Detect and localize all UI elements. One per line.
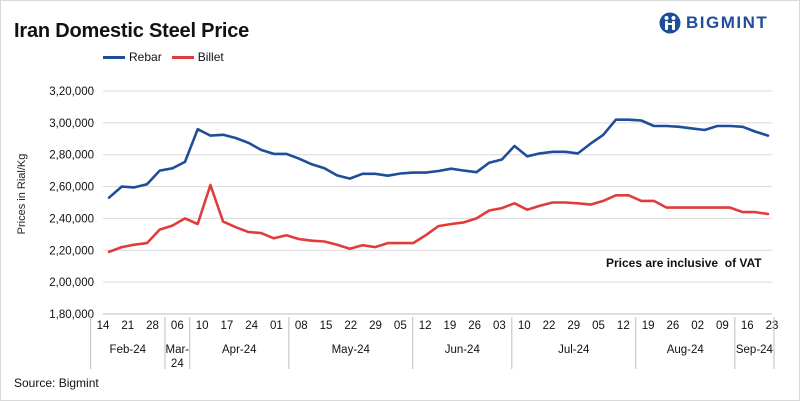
x-tick-label: 12 bbox=[419, 320, 432, 332]
x-tick-label: 21 bbox=[121, 320, 134, 332]
x-tick-label: 26 bbox=[468, 320, 481, 332]
x-tick-label: 22 bbox=[344, 320, 357, 332]
x-tick-label: 09 bbox=[716, 320, 729, 332]
y-tick-label: 2,60,000 bbox=[49, 182, 94, 194]
chart-legend: Rebar Billet bbox=[103, 50, 234, 64]
brand-logo: BIGMINT bbox=[659, 12, 768, 34]
month-label: May-24 bbox=[332, 344, 371, 356]
month-label: Jun-24 bbox=[445, 344, 481, 356]
legend-item-billet: Billet bbox=[171, 50, 224, 64]
y-tick-label: 2,40,000 bbox=[49, 213, 94, 225]
month-label: Feb-24 bbox=[110, 344, 147, 356]
y-tick-label: 2,80,000 bbox=[49, 150, 94, 162]
legend-item-rebar: Rebar bbox=[103, 50, 162, 64]
x-tick-label: 10 bbox=[196, 320, 209, 332]
y-tick-label: 2,20,000 bbox=[49, 245, 94, 257]
x-tick-label: 29 bbox=[369, 320, 382, 332]
vat-note: Prices are inclusive of VAT bbox=[606, 256, 762, 270]
x-tick-label: 01 bbox=[270, 320, 283, 332]
source-text: Source: Bigmint bbox=[14, 376, 99, 390]
brand-name: BIGMINT bbox=[686, 13, 769, 32]
y-tick-label: 2,00,000 bbox=[49, 277, 94, 289]
chart-title: Iran Domestic Steel Price bbox=[14, 20, 250, 42]
legend-label-rebar: Rebar bbox=[129, 50, 162, 64]
legend-swatch-billet bbox=[171, 55, 194, 59]
legend-swatch-rebar bbox=[103, 55, 125, 59]
month-label: Mar-24 bbox=[166, 344, 190, 370]
y-tick-label: 3,00,000 bbox=[49, 118, 94, 130]
x-tick-label: 12 bbox=[617, 320, 630, 332]
x-tick-label: 03 bbox=[493, 320, 506, 332]
x-tick-label: 16 bbox=[741, 320, 754, 332]
x-tick-label: 26 bbox=[666, 320, 679, 332]
x-tick-label: 19 bbox=[443, 320, 456, 332]
x-tick-label: 06 bbox=[171, 320, 184, 332]
x-tick-label: 10 bbox=[518, 320, 531, 332]
month-label: Aug-24 bbox=[667, 344, 705, 356]
series-line-rebar bbox=[107, 118, 770, 199]
x-tick-label: 23 bbox=[766, 320, 779, 332]
legend-label-billet: Billet bbox=[197, 50, 224, 64]
x-tick-label: 29 bbox=[567, 320, 580, 332]
x-tick-label: 22 bbox=[543, 320, 556, 332]
x-tick-label: 05 bbox=[394, 320, 407, 332]
x-tick-label: 28 bbox=[146, 320, 159, 332]
series-line-billet bbox=[107, 183, 770, 254]
x-tick-label: 15 bbox=[320, 320, 333, 332]
month-label: Jul-24 bbox=[558, 344, 590, 356]
x-tick-label: 05 bbox=[592, 320, 605, 332]
x-tick-label: 17 bbox=[220, 320, 233, 332]
month-label: Sep-24 bbox=[736, 344, 774, 356]
bigmint-logo-icon bbox=[659, 12, 681, 34]
x-tick-label: 19 bbox=[642, 320, 655, 332]
y-tick-label: 3,20,000 bbox=[49, 86, 94, 98]
x-tick-label: 02 bbox=[691, 320, 704, 332]
x-tick-label: 14 bbox=[97, 320, 110, 332]
month-label: Apr-24 bbox=[222, 344, 257, 356]
y-tick-label: 1,80,000 bbox=[49, 309, 94, 321]
x-tick-label: 08 bbox=[295, 320, 308, 332]
x-tick-label: 24 bbox=[245, 320, 258, 332]
